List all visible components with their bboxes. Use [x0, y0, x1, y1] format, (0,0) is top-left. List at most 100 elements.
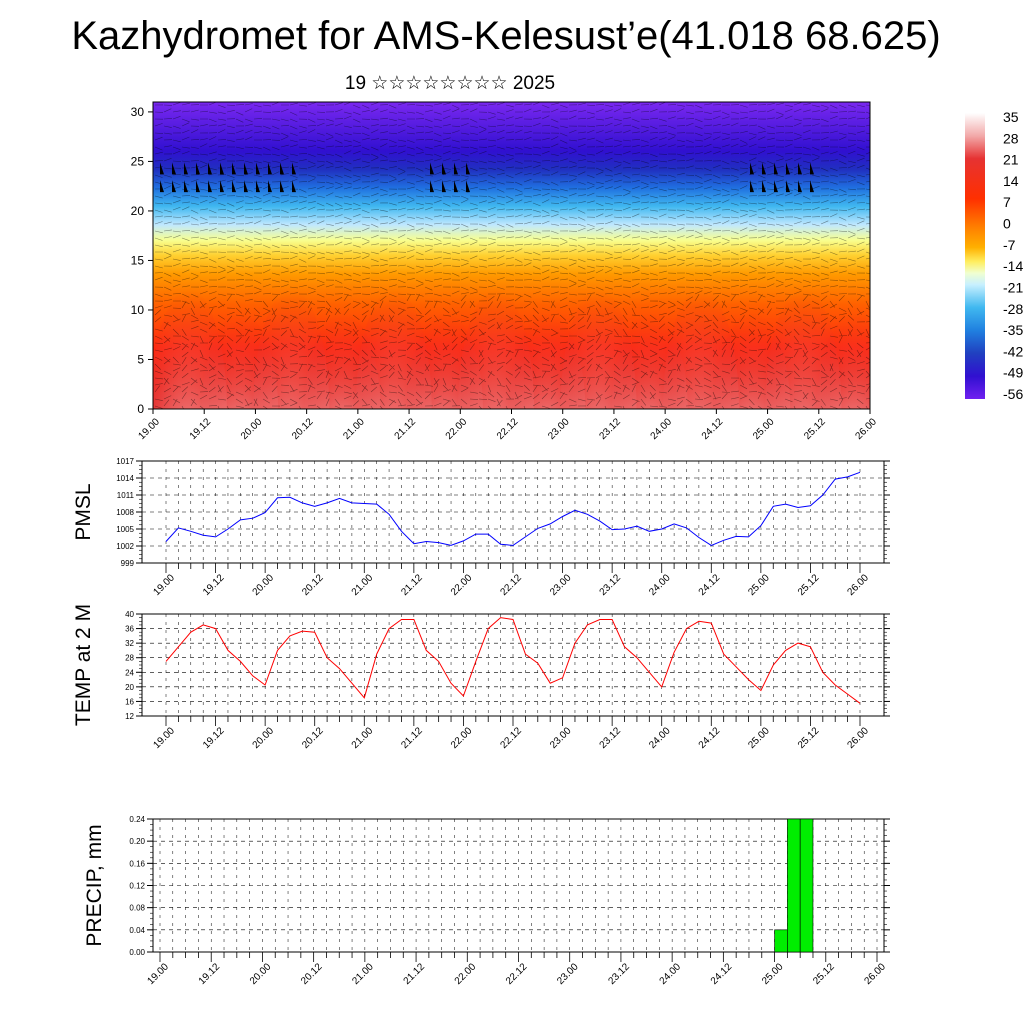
y-tick-label: 25 [131, 154, 145, 168]
x-tick-label: 21.00 [350, 572, 376, 598]
wind-flag [220, 180, 224, 193]
pmsl-panel: 999 1002 1005 1008 1011 1014 1017 19.00 19.12 20.… [72, 457, 890, 598]
warm-core [816, 313, 870, 409]
x-tick-label: 21.12 [402, 961, 428, 987]
wind-flag [774, 180, 778, 193]
x-tick-label: 20.00 [251, 572, 277, 598]
x-tick-label: 25.12 [802, 416, 828, 442]
colorbar-label: 21 [1003, 152, 1019, 168]
wind-flag [292, 162, 296, 175]
wind-flag [256, 180, 260, 193]
x-tick-label: 21.12 [399, 572, 425, 598]
y-tick-label: 1008 [116, 508, 134, 517]
x-tick-label: 22.12 [498, 572, 524, 598]
wind-flag [160, 162, 164, 175]
wind-flag [750, 162, 754, 175]
y-tick-label: 12 [125, 712, 134, 721]
precip-bar [799, 818, 814, 953]
x-tick-label: 24.12 [709, 961, 735, 987]
x-tick-label: 24.00 [658, 961, 684, 987]
wind-flag [184, 162, 188, 175]
x-tick-label: 20.00 [239, 416, 265, 442]
colorbar-label: -56 [1003, 386, 1023, 402]
wind-flag [454, 180, 458, 193]
y-tick-label: 20 [125, 683, 134, 692]
wind-flag [442, 162, 446, 175]
x-tick-label: 25.12 [811, 961, 837, 987]
wind-flag [762, 162, 766, 175]
wind-flag [454, 162, 458, 175]
x-tick-label: 23.00 [548, 725, 574, 751]
x-tick-label: 20.12 [299, 961, 325, 987]
wind-flag [268, 180, 272, 193]
x-tick-label: 24.12 [697, 725, 723, 751]
wind-flag [774, 162, 778, 175]
colorbar-label: 14 [1003, 173, 1019, 189]
x-tick-label: 22.00 [449, 725, 475, 751]
y-tick-label: 0.24 [129, 815, 145, 824]
x-tick-label: 19.12 [201, 572, 227, 598]
colorbar: 35 28 21 14 7 0 -7 -14 -21 -28 -35 -42 -49 -56 [965, 109, 1023, 402]
wind-flag [280, 162, 284, 175]
x-tick-label: 25.00 [760, 961, 786, 987]
x-tick-label: 25.00 [746, 725, 772, 751]
y-tick-label: 30 [131, 105, 145, 119]
wind-flag [798, 180, 802, 193]
y-tick-label: 16 [125, 697, 134, 706]
x-tick-label: 24.00 [647, 725, 673, 751]
pmsl-series-line [165, 471, 861, 546]
colorbar-label: -28 [1003, 301, 1023, 317]
wind-flag [232, 180, 236, 193]
x-tick-label: 19.00 [151, 725, 177, 751]
y-tick-label: 0.04 [129, 926, 145, 935]
panel-grid [150, 818, 887, 962]
y-tick-label: 1017 [116, 457, 134, 466]
wind-flag [280, 180, 284, 193]
wind-flag [798, 162, 802, 175]
wind-flag [786, 180, 790, 193]
wind-flag [762, 180, 766, 193]
y-tick-label: 1014 [116, 474, 134, 483]
x-tick-label: 20.12 [290, 416, 316, 442]
wind-flag [750, 180, 754, 193]
chart-title: Kazhydromet for AMS-Kelesust’e(41.018 68… [71, 14, 941, 58]
x-tick-label: 25.00 [746, 572, 772, 598]
y-axis-label: PMSL [72, 483, 95, 540]
x-tick-label: 22.00 [449, 572, 475, 598]
x-tick-label: 22.12 [504, 961, 530, 987]
y-tick-label: 0.12 [129, 882, 145, 891]
x-tick-label: 21.00 [350, 961, 376, 987]
x-tick-label: 23.00 [548, 572, 574, 598]
precip-bar [787, 818, 801, 953]
colorbar-label: -49 [1003, 365, 1023, 381]
y-tick-label: 1005 [116, 525, 134, 534]
x-tick-label: 25.00 [751, 416, 777, 442]
wind-flag [810, 162, 814, 175]
x-tick-label: 20.12 [300, 572, 326, 598]
colorbar-label: -14 [1003, 258, 1023, 274]
x-tick-label: 20.00 [251, 725, 277, 751]
y-tick-label: 999 [121, 559, 135, 568]
colorbar-gradient [965, 113, 985, 399]
wind-flag [430, 162, 434, 175]
wind-flag [160, 180, 164, 193]
temp-series-line [165, 617, 861, 704]
wind-flag [184, 180, 188, 193]
y-tick-label: 1002 [116, 542, 134, 551]
wind-flag [208, 162, 212, 175]
y-tick-label: 0.00 [129, 948, 145, 957]
precip-panel: 0.00 0.04 0.08 0.12 0.16 0.20 0.24 19.00 19.12 20… [83, 815, 890, 987]
x-tick-label: 20.12 [300, 725, 326, 751]
wind-flag [196, 162, 200, 175]
x-tick-label: 25.12 [796, 725, 822, 751]
colorbar-label: 0 [1003, 216, 1011, 232]
y-tick-label: 10 [131, 303, 145, 317]
wind-flag [256, 162, 260, 175]
wind-flag [172, 162, 176, 175]
wind-flag [786, 162, 790, 175]
wind-flag [244, 180, 248, 193]
x-tick-label: 19.12 [188, 416, 214, 442]
x-tick-label: 22.00 [453, 961, 479, 987]
x-tick-label: 23.12 [606, 961, 632, 987]
x-tick-label: 19.00 [136, 416, 162, 442]
